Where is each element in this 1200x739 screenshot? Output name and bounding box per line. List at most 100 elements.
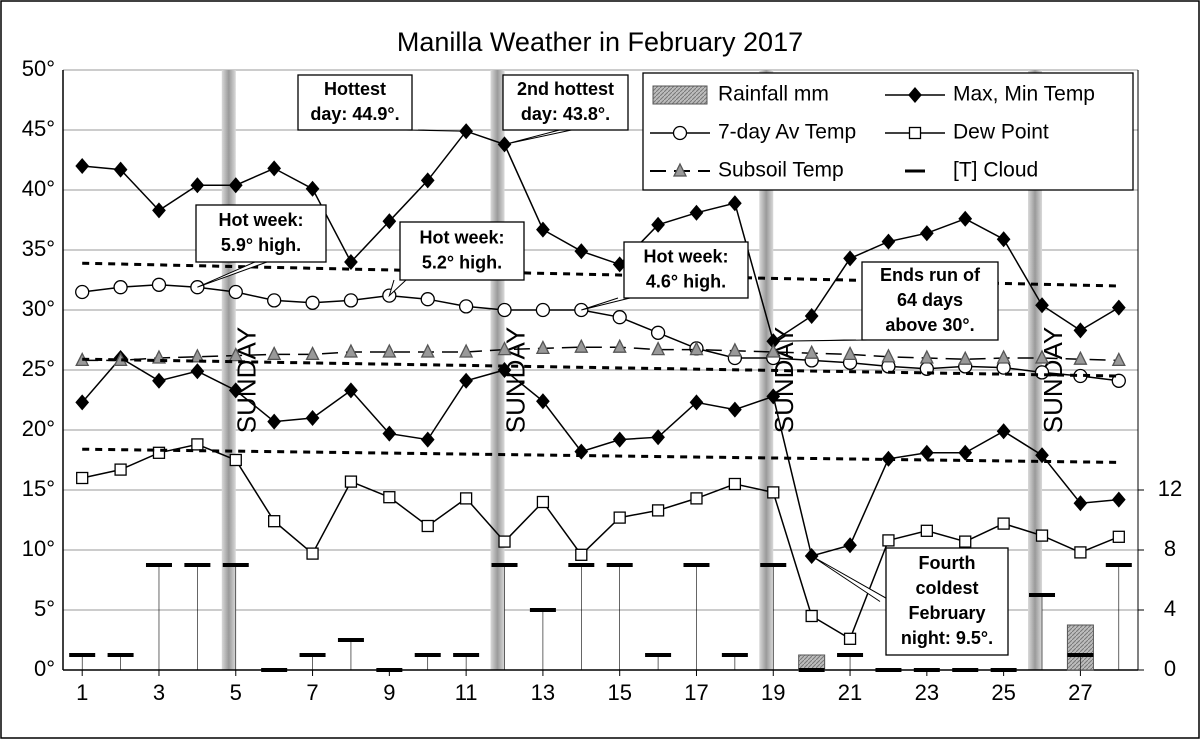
triangle-marker: [228, 347, 243, 362]
legend-label: Rainfall mm: [718, 83, 829, 106]
series-line: [82, 443, 1120, 640]
y-tick-label: 45°: [22, 116, 55, 141]
triangle-marker: [1073, 350, 1088, 365]
y2-tick-label: 4: [1164, 596, 1176, 621]
circle-marker: [305, 295, 320, 310]
square-marker: [690, 492, 703, 505]
square-marker: [651, 504, 665, 517]
x-tick-label: 17: [684, 680, 708, 705]
diamond-marker: [344, 382, 358, 399]
diamond-marker: [574, 243, 589, 260]
chart-title: Manilla Weather in February 2017: [397, 27, 803, 57]
diamond-marker: [908, 87, 922, 103]
square-marker: [882, 534, 895, 547]
circle-marker: [1034, 365, 1050, 380]
circle-marker: [343, 293, 359, 308]
callout-text: 5.2° high.: [422, 252, 502, 272]
diamond-marker: [689, 394, 704, 411]
triangle-marker: [689, 341, 704, 356]
callout-pointer: [388, 279, 407, 298]
diamond-marker: [996, 423, 1011, 440]
diamond-marker: [75, 394, 90, 411]
triangle-marker: [843, 345, 858, 361]
callout-pointer: [581, 297, 631, 311]
square-marker: [767, 486, 780, 499]
diamond-marker: [1073, 322, 1088, 339]
square-marker: [191, 438, 204, 451]
series-group: [75, 338, 1126, 367]
sunday-label: SUNDAY: [232, 327, 262, 433]
diamond-marker: [881, 233, 896, 250]
diamond-marker: [612, 431, 627, 448]
series-group: [69, 563, 1132, 672]
circle-marker: [612, 310, 627, 325]
series-group: [75, 350, 1126, 564]
triangle-marker: [1111, 351, 1126, 367]
y-tick-label: 25°: [22, 356, 55, 381]
callout-text: February: [908, 603, 985, 623]
square-marker: [575, 548, 588, 561]
diamond-marker: [1111, 299, 1126, 316]
callout-text: above 30°.: [885, 315, 974, 335]
diamond-marker: [113, 161, 128, 178]
diamond-marker: [190, 363, 205, 380]
diamond-marker: [651, 429, 665, 446]
series-line: [82, 346, 1119, 362]
x-tick-label: 25: [991, 680, 1015, 705]
x-tick-label: 21: [838, 680, 862, 705]
diamond-marker: [152, 202, 166, 219]
square-marker: [728, 477, 742, 491]
square-marker: [843, 632, 857, 645]
y-tick-label: 15°: [22, 476, 55, 501]
diamond-marker: [804, 308, 819, 324]
triangle-marker: [574, 338, 589, 353]
x-tick-label: 23: [915, 680, 939, 705]
triangle-marker: [420, 343, 435, 358]
square-marker: [152, 446, 166, 459]
diamond-marker: [536, 393, 550, 410]
sunday-band: [1028, 70, 1043, 670]
circle-marker: [420, 292, 435, 307]
circle-marker: [458, 299, 474, 314]
circle-marker: [113, 280, 128, 295]
square-marker: [997, 517, 1010, 530]
triangle-marker: [881, 348, 896, 363]
triangle-marker: [459, 343, 474, 358]
y-tick-label: 20°: [22, 416, 55, 441]
diamond-marker: [420, 431, 435, 448]
legend-label: 7-day Av Temp: [718, 121, 856, 144]
circle-marker: [151, 277, 167, 292]
diamond-marker: [1035, 297, 1049, 314]
y-tick-label: 30°: [22, 296, 55, 321]
series-line: [82, 284, 1119, 382]
square-marker: [805, 609, 818, 623]
y-tick-label: 40°: [22, 176, 55, 201]
triangle-marker: [1034, 349, 1050, 364]
callout-pointer: [811, 555, 893, 602]
triangle-marker: [996, 349, 1011, 364]
callout-box: [861, 261, 999, 341]
triangle-marker: [919, 349, 934, 364]
sunday-band: [490, 70, 505, 670]
square-marker: [498, 535, 511, 548]
diamond-marker: [651, 216, 665, 233]
diamond-marker: [1073, 495, 1088, 512]
y-tick-label: 0°: [34, 656, 55, 681]
callout-pointer: [773, 339, 869, 342]
diamond-marker: [996, 231, 1011, 248]
legend-label: Max, Min Temp: [953, 83, 1095, 106]
callout-text: day: 44.9°.: [310, 104, 399, 124]
x-tick-label: 15: [607, 680, 631, 705]
callout-text: Hot week:: [643, 246, 728, 266]
x-tick-label: 1: [76, 680, 88, 705]
legend-box: [642, 72, 1134, 191]
series-line: [82, 447, 1119, 464]
diamond-marker: [267, 160, 282, 177]
square-marker: [920, 524, 933, 537]
callout-box: [399, 221, 525, 281]
triangle-marker: [958, 350, 973, 365]
callout-box: [195, 204, 327, 263]
x-tick-label: 9: [383, 680, 395, 705]
diamond-marker: [228, 382, 243, 399]
triangle-marker: [612, 338, 627, 353]
